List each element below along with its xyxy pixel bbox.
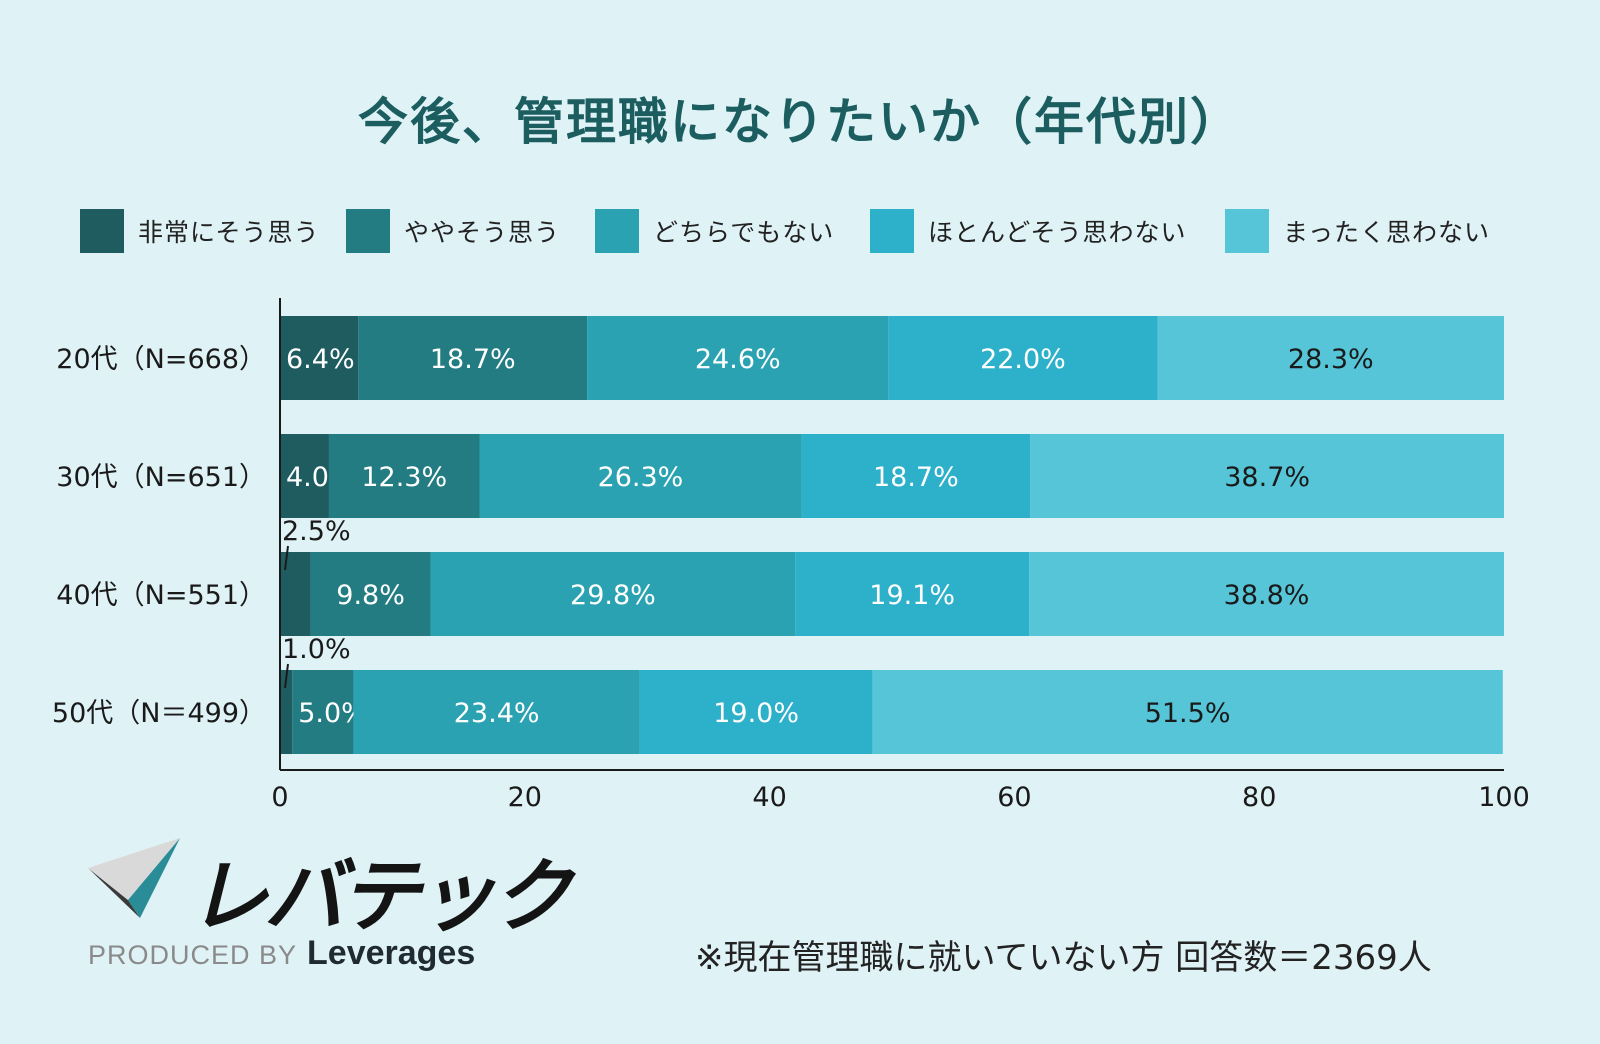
data-label: 22.0% bbox=[980, 344, 1066, 375]
label-leader-line bbox=[284, 545, 289, 571]
legend-swatch-1 bbox=[80, 209, 124, 253]
data-label: 26.3% bbox=[598, 462, 684, 493]
data-label: 19.1% bbox=[869, 580, 955, 611]
bar-segment bbox=[1157, 316, 1504, 400]
logo-wordmark: レバテック bbox=[188, 850, 572, 943]
category-label: 50代（N＝499） bbox=[52, 698, 266, 729]
x-tick-label: 60 bbox=[997, 782, 1031, 813]
legend-swatch-4 bbox=[870, 209, 914, 253]
company-name: Leverages bbox=[307, 934, 476, 972]
stacked-bar-chart: 20代（N=668） 6.4% 18.7% 24.6% 22.0% 28.3% 30代（N=… bbox=[52, 298, 1530, 813]
data-label: 38.8% bbox=[1224, 580, 1310, 611]
bar-segment bbox=[280, 316, 359, 400]
legend-swatch-3 bbox=[595, 209, 639, 253]
data-label: 2.5% bbox=[282, 516, 351, 547]
data-label: 29.8% bbox=[570, 580, 656, 611]
legend-item-3: どちらでもない bbox=[595, 208, 834, 254]
category-label: 20代（N=668） bbox=[56, 344, 266, 375]
logo-mark-icon bbox=[88, 838, 180, 918]
legend-swatch-2 bbox=[346, 209, 390, 253]
bar-segment bbox=[280, 552, 311, 636]
legend-item-4: ほとんどそう思わない bbox=[870, 208, 1187, 254]
data-label: 28.3% bbox=[1288, 344, 1374, 375]
data-label: 51.5% bbox=[1145, 698, 1231, 729]
bar-segment bbox=[639, 670, 873, 754]
chart-title: 今後、管理職になりたいか（年代別） bbox=[358, 93, 1242, 151]
bar-segment bbox=[328, 434, 480, 518]
data-label: 6.4% bbox=[286, 344, 355, 375]
label-leader-line bbox=[284, 663, 289, 689]
data-label: 19.0% bbox=[713, 698, 799, 729]
bar-segment bbox=[801, 434, 1031, 518]
x-tick-label: 40 bbox=[752, 782, 786, 813]
data-label: 38.7% bbox=[1224, 462, 1310, 493]
category-label: 30代（N=651） bbox=[56, 462, 266, 493]
legend-swatch-5 bbox=[1225, 209, 1269, 253]
bar-segment bbox=[358, 316, 588, 400]
legend-label-5: まったく思わない bbox=[1283, 218, 1491, 247]
data-label: 18.7% bbox=[430, 344, 516, 375]
produced-by-text: PRODUCED BY bbox=[88, 940, 298, 970]
legend-item-2: ややそう思う bbox=[346, 208, 560, 254]
produced-by-line: PRODUCED BY Leverages bbox=[88, 934, 475, 973]
legend-item-1: 非常にそう思う bbox=[80, 208, 320, 254]
bar-segment bbox=[353, 670, 640, 754]
bar-segment bbox=[292, 670, 354, 754]
bar-segment bbox=[1030, 434, 1504, 518]
bar-segment bbox=[430, 552, 796, 636]
x-tick-label: 20 bbox=[508, 782, 542, 813]
legend-label-2: ややそう思う bbox=[404, 218, 561, 247]
bar-segment bbox=[1029, 552, 1504, 636]
data-label: 18.7% bbox=[873, 462, 959, 493]
bar-segment bbox=[888, 316, 1158, 400]
legend-label-1: 非常にそう思う bbox=[138, 218, 320, 247]
bar-segment bbox=[587, 316, 889, 400]
bar-segment bbox=[280, 434, 329, 518]
bar-segment bbox=[872, 670, 1503, 754]
footnote: ※現在管理職に就いていない方 回答数＝2369人 bbox=[695, 938, 1432, 978]
legend-label-4: ほとんどそう思わない bbox=[928, 218, 1187, 247]
legend-label-3: どちらでもない bbox=[653, 218, 835, 247]
bar-segment bbox=[280, 670, 293, 754]
bar-segment bbox=[310, 552, 431, 636]
x-tick-label: 0 bbox=[271, 782, 288, 813]
data-label: 1.0% bbox=[282, 634, 351, 665]
data-label: 24.6% bbox=[695, 344, 781, 375]
legend-item-5: まったく思わない bbox=[1225, 208, 1490, 254]
data-label: 12.3% bbox=[361, 462, 447, 493]
x-tick-label: 100 bbox=[1478, 782, 1530, 813]
legend: 非常にそう思う ややそう思う どちらでもない ほとんどそう思わない まったく思わ… bbox=[80, 208, 1560, 254]
bar-segment bbox=[479, 434, 802, 518]
bar-segment bbox=[795, 552, 1030, 636]
x-tick-label: 80 bbox=[1242, 782, 1276, 813]
data-label: 9.8% bbox=[336, 580, 405, 611]
category-label: 40代（N=551） bbox=[56, 580, 266, 611]
data-label: 23.4% bbox=[454, 698, 540, 729]
logo: レバテック PRODUCED BY Leverages bbox=[88, 838, 572, 972]
